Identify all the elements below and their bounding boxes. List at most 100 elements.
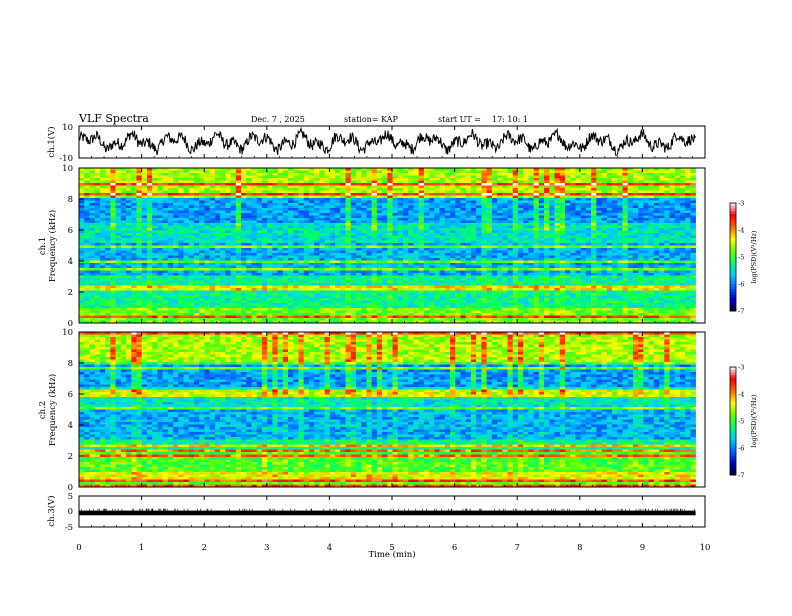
spectrogram-cell (308, 230, 315, 234)
spectrogram-cell (230, 170, 237, 174)
spectrogram-cell (423, 240, 430, 244)
spectrogram-cell (423, 238, 430, 241)
spectrogram-cell (455, 218, 461, 221)
spectrogram-cell (643, 230, 649, 234)
spectrogram-cell (507, 240, 514, 244)
spectrogram-cell (669, 183, 676, 186)
spectrogram-cell (476, 183, 482, 186)
spectrogram-cell (685, 223, 691, 226)
spectrogram-cell (685, 235, 691, 239)
spectrogram-cell (517, 255, 524, 259)
spectrogram-cell (418, 213, 425, 216)
spectrogram-cell (408, 248, 414, 251)
spectrogram-cell (141, 178, 148, 181)
spectrogram-cell (622, 183, 628, 186)
spectrogram-cell (157, 178, 163, 181)
spectrogram-cell (455, 185, 461, 189)
spectrogram-cell (319, 215, 325, 219)
spectrogram-cell (653, 250, 660, 254)
spectrogram-cell (152, 210, 158, 214)
spectrogram-cell (178, 240, 184, 244)
spectrogram-cell (308, 245, 315, 249)
spectrogram-cell (533, 255, 540, 259)
spectrogram-cell (89, 218, 95, 221)
spectrogram-cell (507, 250, 514, 254)
spectrogram-cell (549, 235, 555, 239)
spectrogram-cell (110, 243, 116, 246)
spectrogram-cell (564, 170, 571, 174)
spectrogram-cell (136, 213, 143, 216)
spectrogram-cell (580, 213, 587, 216)
spectrogram-cell (465, 258, 472, 261)
spectrogram-cell (199, 248, 205, 251)
spectrogram-cell (366, 188, 372, 191)
spectrogram-cell (84, 183, 90, 186)
spectrogram-cell (131, 253, 137, 256)
spectrogram-cell (450, 193, 456, 196)
spectrogram-cell (679, 243, 686, 246)
spectrogram-cell (533, 220, 540, 224)
spectrogram-cell (638, 193, 644, 196)
spectrogram-cell (84, 205, 90, 209)
spectrogram-cell (632, 223, 639, 226)
spectrogram-cell (376, 188, 383, 191)
spectrogram-cell (575, 235, 581, 239)
spectrogram-cell (549, 268, 555, 271)
spectrogram-cell (382, 178, 388, 181)
spectrogram-cell (345, 203, 352, 206)
spectrogram-cell (497, 213, 503, 216)
spectrogram-cell (314, 270, 320, 274)
spectrogram-cell (350, 198, 357, 201)
spectrogram-cell (538, 268, 545, 271)
spectrogram-cell (335, 198, 341, 201)
spectrogram-cell (376, 173, 383, 176)
spectrogram-cell (460, 173, 466, 176)
spectrogram-cell (99, 205, 106, 209)
spectrogram-cell (267, 200, 273, 204)
spectrogram-cell (183, 195, 190, 199)
spectrogram-cell (366, 223, 372, 226)
spectrogram-cell (256, 213, 263, 216)
spectrogram-cell (105, 238, 111, 241)
spectrogram-cell (188, 180, 195, 184)
spectrogram-cell (402, 203, 409, 206)
spectrogram-cell (329, 263, 336, 266)
spectrogram-cell (146, 235, 153, 239)
spectrogram-cell (382, 168, 388, 171)
spectrogram-cell (580, 210, 587, 214)
spectrogram-cell (669, 265, 676, 269)
spectrogram-cell (685, 243, 691, 246)
spectrogram-cell (282, 243, 289, 246)
spectrogram-cell (387, 258, 393, 261)
spectrogram-cell (491, 260, 498, 264)
spectrogram-cell (136, 205, 143, 209)
spectrogram-cell (512, 263, 519, 266)
spectrogram-cell (126, 255, 132, 259)
spectrogram-cell (308, 178, 315, 181)
spectrogram-cell (455, 255, 461, 259)
spectrogram-cell (298, 233, 304, 236)
spectrogram-cell (230, 253, 237, 256)
spectrogram-cell (523, 178, 529, 181)
spectrogram-cell (256, 183, 263, 186)
spectrogram-cell (366, 270, 372, 274)
spectrogram-cell (152, 168, 158, 171)
spectrogram-cell (120, 185, 127, 189)
spectrogram-cell (517, 260, 524, 264)
spectrogram-cell (392, 255, 399, 259)
spectrogram-cell (402, 168, 409, 171)
spectrogram-cell (429, 205, 435, 209)
spectrogram-cell (261, 228, 268, 231)
spectrogram-cell (423, 188, 430, 191)
spectrogram-cell (214, 205, 221, 209)
spectrogram-cell (251, 188, 257, 191)
spectrogram-cell (293, 233, 299, 236)
spectrogram-cell (434, 190, 440, 194)
spectrogram-cell (225, 175, 231, 179)
spectrogram-cell (444, 208, 451, 211)
spectrogram-cell (314, 248, 320, 251)
spectrogram-cell (162, 253, 169, 256)
spectrogram-cell (382, 195, 388, 199)
spectrogram-cell (162, 213, 169, 216)
spectrogram-cell (345, 195, 352, 199)
